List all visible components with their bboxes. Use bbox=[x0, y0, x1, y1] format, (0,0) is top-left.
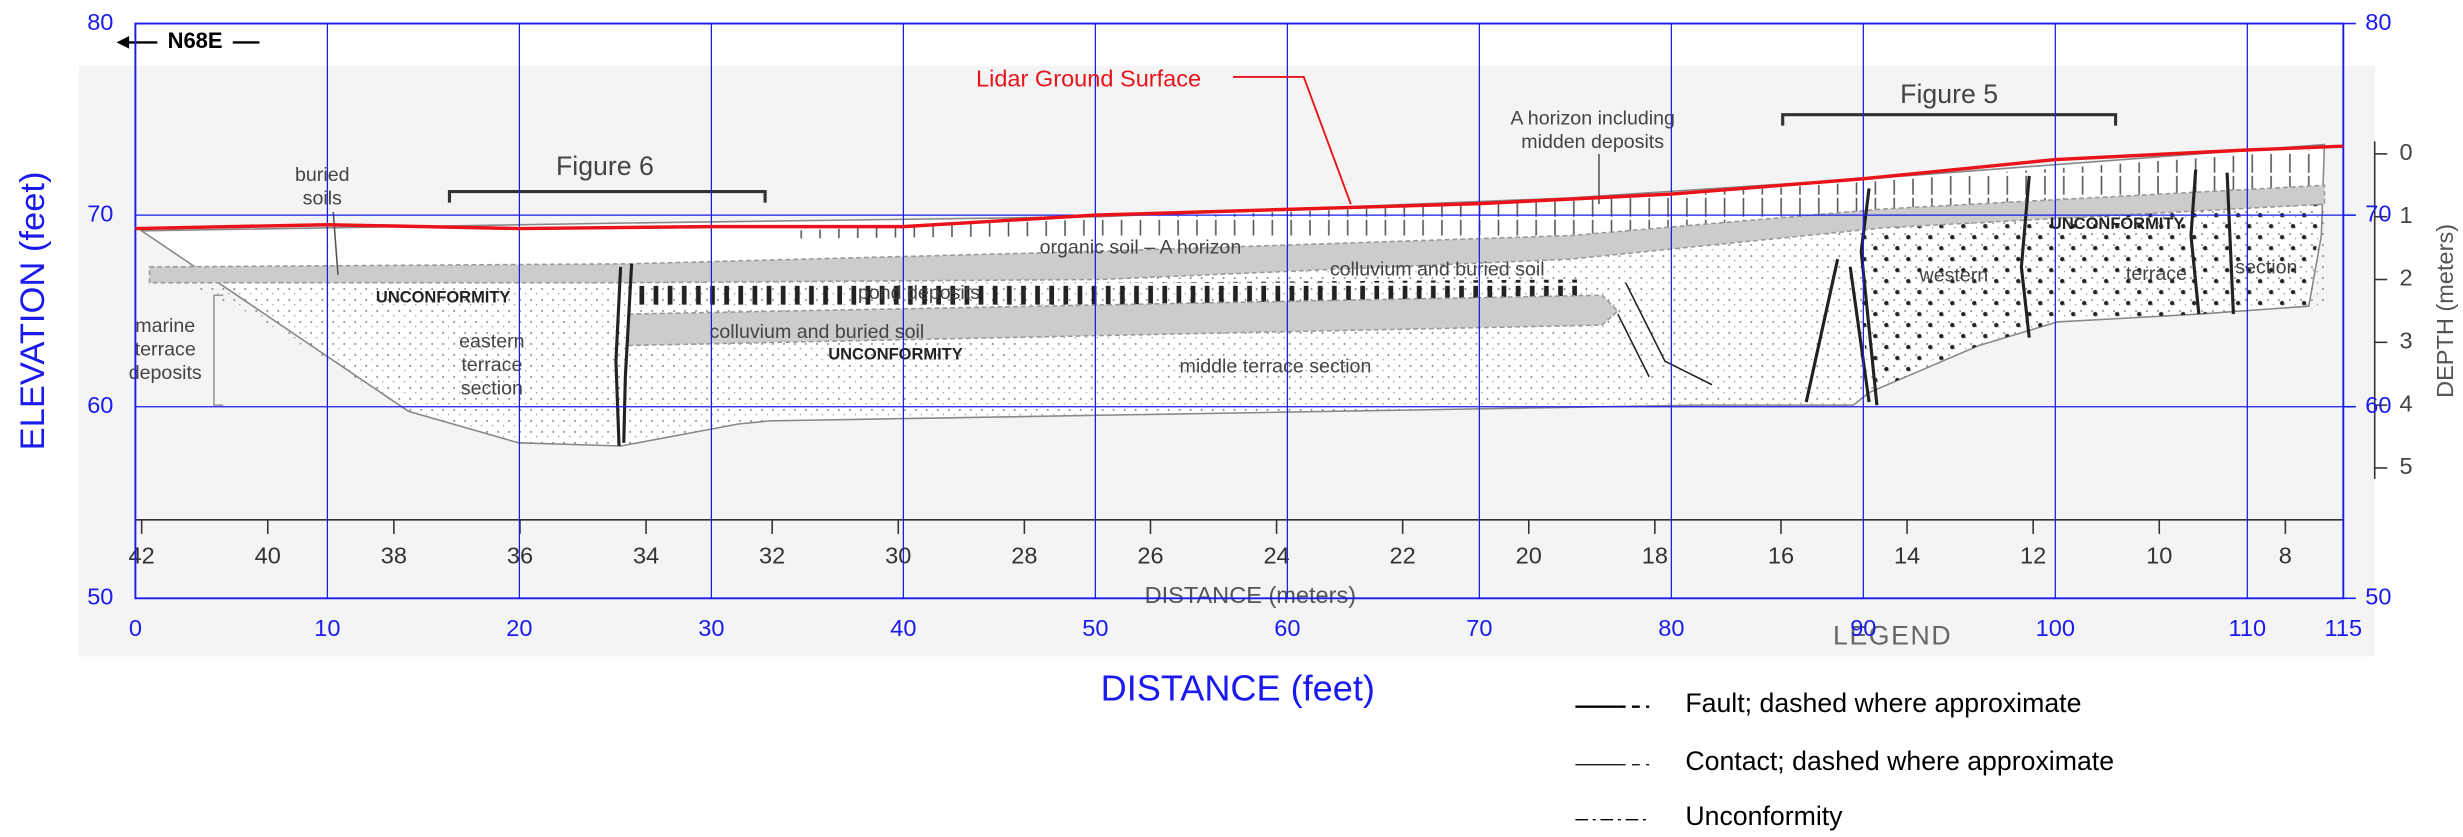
legend-entry: Fault; dashed where approximate bbox=[1685, 688, 2081, 718]
x-tick-label: 80 bbox=[1658, 615, 1684, 641]
y-axis-label: ELEVATION (feet) bbox=[14, 171, 52, 450]
y2-tick-label: 80 bbox=[2365, 9, 2391, 35]
x-tick-label: 0 bbox=[129, 615, 142, 641]
x-axis-label: DISTANCE (feet) bbox=[1101, 667, 1375, 708]
y-tick-label: 70 bbox=[87, 200, 113, 226]
meters-tick-label: 8 bbox=[2279, 543, 2292, 569]
geo-label: section bbox=[2235, 257, 2297, 279]
meters-tick-label: 42 bbox=[129, 543, 155, 569]
x-tick-label: 10 bbox=[314, 615, 340, 641]
x-tick-label: 90 bbox=[1850, 615, 1876, 641]
geo-label: terrace bbox=[135, 338, 196, 360]
x-tick-label: 20 bbox=[506, 615, 532, 641]
geo-label: western bbox=[1919, 265, 1989, 287]
geo-label: terrace bbox=[461, 354, 522, 376]
geo-label: buried bbox=[295, 164, 350, 186]
unconformity-label: UNCONFORMITY bbox=[2050, 215, 2184, 233]
y-tick-label: 80 bbox=[87, 9, 113, 35]
x-tick-label: 40 bbox=[890, 615, 916, 641]
unconformity-label: UNCONFORMITY bbox=[828, 345, 962, 363]
meters-tick-label: 40 bbox=[255, 543, 281, 569]
geo-label: section bbox=[461, 378, 523, 400]
x-tick-label: 100 bbox=[2036, 615, 2075, 641]
meters-tick-label: 30 bbox=[885, 543, 911, 569]
meters-tick-label: 26 bbox=[1137, 543, 1163, 569]
geo-label: midden deposits bbox=[1521, 131, 1664, 153]
depth-tick-label: 4 bbox=[2400, 390, 2413, 416]
geo-label: marine bbox=[135, 315, 195, 337]
geo-label: organic soil – A horizon bbox=[1040, 236, 1242, 258]
geo-label: terrace bbox=[2126, 263, 2187, 285]
meters-tick-label: 32 bbox=[759, 543, 785, 569]
y-tick-label: 60 bbox=[87, 392, 113, 418]
meters-axis-label: DISTANCE (meters) bbox=[1145, 582, 1357, 608]
x-tick-label: 50 bbox=[1082, 615, 1108, 641]
y2-tick-label: 60 bbox=[2365, 392, 2391, 418]
x-tick-label: 110 bbox=[2229, 615, 2267, 641]
geo-label: colluvium and buried soil bbox=[1330, 258, 1545, 280]
figure-label: Figure 6 bbox=[556, 151, 654, 181]
meters-tick-label: 18 bbox=[1642, 543, 1668, 569]
meters-tick-label: 24 bbox=[1263, 543, 1289, 569]
page: {"chart_data":{"type":"line","x_label":"… bbox=[0, 0, 2463, 837]
meters-tick-label: 38 bbox=[381, 543, 407, 569]
depth-tick-label: 1 bbox=[2400, 202, 2413, 228]
geo-label: colluvium and buried soil bbox=[710, 321, 925, 343]
x-tick-label: 60 bbox=[1274, 615, 1300, 641]
x-tick-label: 30 bbox=[698, 615, 724, 641]
meters-tick-label: 16 bbox=[1768, 543, 1794, 569]
x-tick-label: 70 bbox=[1466, 615, 1492, 641]
meters-tick-label: 20 bbox=[1516, 543, 1542, 569]
depth-tick-label: 5 bbox=[2400, 453, 2413, 479]
chart: buried soils Figure 6 Figure 5 A horizon… bbox=[0, 0, 2463, 837]
meters-tick-label: 28 bbox=[1011, 543, 1037, 569]
depth-tick-label: 0 bbox=[2400, 139, 2413, 165]
x-tick-label: 115 bbox=[2325, 615, 2363, 641]
y-tick-label: 50 bbox=[87, 584, 113, 610]
geo-label: deposits bbox=[129, 362, 202, 384]
geo-label: A horizon including bbox=[1510, 108, 1675, 130]
legend-entry: Unconformity bbox=[1685, 801, 1843, 831]
geo-label: soils bbox=[303, 188, 342, 210]
y2-tick-label: 70 bbox=[2365, 200, 2391, 226]
depth-tick-label: 3 bbox=[2400, 328, 2413, 354]
meters-tick-label: 22 bbox=[1390, 543, 1416, 569]
depth-axis-label: DEPTH (meters) bbox=[2432, 224, 2458, 398]
orientation-label: N68E bbox=[168, 28, 223, 53]
geo-label: eastern bbox=[459, 331, 524, 353]
y2-tick-label: 50 bbox=[2365, 584, 2391, 610]
legend-entry: Contact; dashed where approximate bbox=[1685, 746, 2114, 776]
meters-tick-label: 14 bbox=[1894, 543, 1920, 569]
meters-tick-label: 12 bbox=[2020, 543, 2046, 569]
unconformity-label: UNCONFORMITY bbox=[376, 289, 510, 307]
figure-label: Figure 5 bbox=[1900, 79, 1998, 109]
geo-label: middle terrace section bbox=[1180, 356, 1372, 378]
depth-tick-label: 2 bbox=[2400, 265, 2413, 291]
geo-label: pond deposits bbox=[858, 282, 980, 304]
meters-tick-label: 10 bbox=[2146, 543, 2172, 569]
meters-tick-label: 34 bbox=[633, 543, 659, 569]
orientation: N68E bbox=[117, 28, 260, 53]
series-label: Lidar Ground Surface bbox=[976, 65, 1201, 91]
